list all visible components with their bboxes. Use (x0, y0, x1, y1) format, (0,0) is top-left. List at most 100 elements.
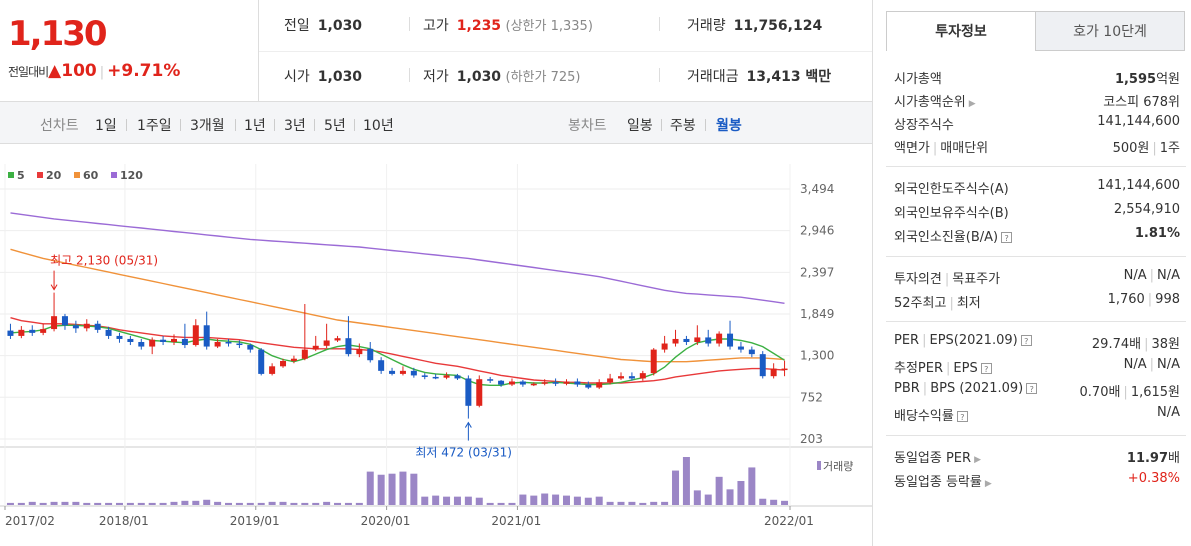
volume-bar (584, 497, 592, 505)
candle-chart-label[interactable]: 봉차트 (568, 118, 607, 134)
market-cap-rank-row[interactable]: 시가총액순위 ▶ 코스피 678위 (894, 95, 1180, 110)
line-chart-label[interactable]: 선차트 (40, 118, 79, 134)
volume-bar (541, 493, 549, 505)
candle-body (487, 379, 494, 381)
volume-bar (181, 500, 189, 505)
period-5y[interactable]: 5년 (324, 118, 346, 134)
volume-bar (475, 497, 483, 505)
candle-body (759, 354, 766, 377)
candle-body (83, 323, 90, 329)
legend-swatch (74, 172, 80, 178)
legend-label: 20 (46, 169, 62, 182)
volume-bar (192, 500, 200, 505)
volume-bar (781, 500, 789, 505)
volume-bar (94, 502, 102, 505)
candle-body (661, 343, 668, 350)
volume-bar (399, 471, 407, 505)
candle-body (7, 330, 14, 336)
period-1d[interactable]: 1일 (95, 118, 117, 134)
help-icon[interactable]: ? (1001, 232, 1013, 243)
candle-weekly[interactable]: 주봉 (670, 118, 696, 134)
arrow-right-icon: ▶ (984, 479, 992, 489)
help-icon[interactable]: ? (956, 411, 968, 422)
sector-change-row[interactable]: 동일업종 등락률 ▶ +0.38% (894, 471, 1180, 490)
x-tick-label: 2021/01 (491, 514, 541, 528)
period-1w[interactable]: 1주일 (137, 118, 172, 134)
y-tick-label: 1,300 (800, 349, 834, 363)
candle-body (596, 382, 603, 388)
candle-body (105, 329, 112, 336)
candle-body (421, 375, 428, 377)
trade-amount: 거래대금 13,413 백만 (687, 69, 832, 85)
volume-bar (323, 501, 331, 505)
candle-body (269, 366, 276, 374)
y-tick-label: 3,494 (800, 182, 834, 196)
candle-body (519, 381, 526, 385)
low-annotation: 최저 472 (03/31) (415, 446, 512, 460)
candle-body (356, 348, 363, 355)
volume-bar (203, 499, 211, 505)
tab-quote-10[interactable]: 호가 10단계 (1035, 11, 1185, 51)
volume-bar (748, 467, 756, 505)
volume-bar (704, 494, 712, 505)
candle-body (127, 338, 134, 342)
volume-bar (214, 501, 222, 505)
volume-bar (421, 496, 429, 505)
candle-body (443, 375, 450, 378)
volume-bar (606, 501, 614, 505)
volume-bar (28, 501, 36, 505)
help-icon[interactable]: ? (1020, 335, 1032, 346)
volume-bar (50, 501, 58, 505)
candle-body (18, 329, 25, 336)
volume-bar (290, 502, 298, 505)
y-tick-label: 2,946 (800, 224, 834, 238)
per-eps-row: PER | EPS(2021.09)? 29.74배 | 38원 (894, 333, 1180, 352)
candle-body (399, 370, 406, 374)
volume-bar (530, 495, 538, 505)
candle-daily[interactable]: 일봉 (627, 118, 653, 134)
period-10y[interactable]: 10년 (363, 118, 394, 134)
high-price: 고가 1,235 (상한가 1,335) (423, 18, 593, 34)
volume-bar (83, 502, 91, 505)
candle-body (72, 325, 79, 329)
volume-bar (464, 496, 472, 505)
chart-toolbar: 선차트 1일 1주일 3개월 1년 3년 5년 10년 봉차트 일봉 주봉 월봉 (0, 102, 872, 144)
volume-bar (617, 501, 625, 505)
volume-bar (759, 498, 767, 505)
volume-bar (334, 502, 342, 505)
volume-bar (105, 502, 113, 505)
market-cap-row: 시가총액 1,595억원 (894, 72, 1180, 87)
change-percent: +9.71% (107, 61, 181, 81)
legend-label: 5 (17, 169, 25, 182)
y-tick-label: 2,397 (800, 265, 834, 279)
candle-body (530, 383, 537, 386)
par-value-row: 액면가 | 매매단위 500원 | 1주 (894, 141, 1180, 156)
volume-bar (388, 473, 396, 505)
volume-bar (344, 502, 352, 505)
period-3m[interactable]: 3개월 (190, 118, 225, 134)
volume-bar (39, 502, 47, 505)
candle-body (508, 381, 515, 385)
help-icon[interactable]: ? (980, 363, 992, 374)
period-1y[interactable]: 1년 (244, 118, 266, 134)
candle-body (345, 338, 352, 355)
candle-body (170, 338, 177, 342)
sector-per-row[interactable]: 동일업종 PER ▶ 11.97배 (894, 451, 1180, 466)
help-icon[interactable]: ? (1026, 383, 1038, 394)
candle-monthly[interactable]: 월봉 (716, 118, 742, 134)
volume-bar (126, 502, 134, 505)
volume-bar (17, 502, 25, 505)
volume-bar (639, 502, 647, 505)
foreign-ratio-row: 외국인소진율(B/A)? 1.81% (894, 226, 1180, 245)
candle-body (650, 349, 657, 374)
candle-body (737, 346, 744, 350)
volume-bar (770, 499, 778, 505)
candle-body (476, 379, 483, 406)
candle-body (367, 348, 374, 361)
period-3y[interactable]: 3년 (284, 118, 306, 134)
volume-bar (159, 502, 167, 505)
tab-invest-info[interactable]: 투자정보 (886, 11, 1036, 51)
volume-bar (573, 496, 581, 505)
high-annotation: 최고 2,130 (05/31) (50, 254, 158, 268)
candle-body (301, 349, 308, 359)
